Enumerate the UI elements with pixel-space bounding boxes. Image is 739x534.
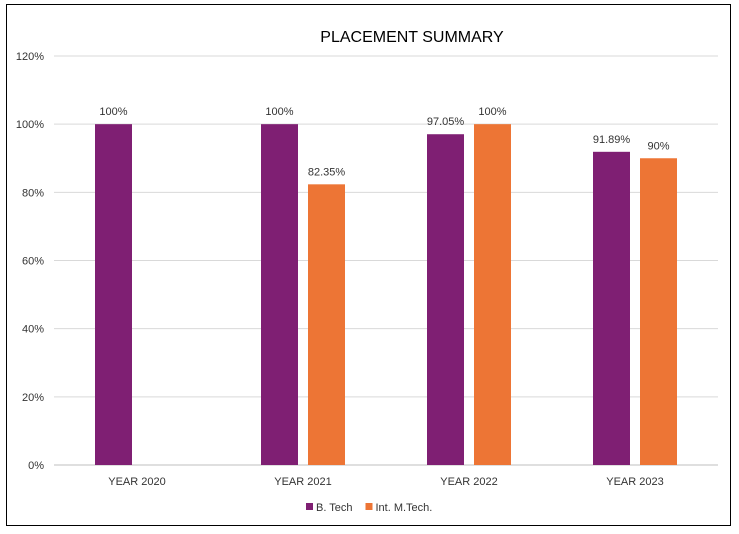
legend: B. Tech Int. M.Tech. (306, 502, 432, 514)
y-axis-ticks: 0% 20% 40% 60% 80% 100% 120% (16, 51, 44, 472)
y-tick-label: 20% (22, 392, 44, 404)
bars (95, 124, 677, 466)
x-tick-label: YEAR 2022 (440, 476, 497, 488)
legend-swatch (365, 503, 373, 510)
y-tick-label: 0% (28, 460, 44, 472)
x-tick-label: YEAR 2023 (606, 476, 663, 488)
bar (308, 184, 345, 466)
y-tick-label: 120% (16, 51, 44, 63)
data-label: 90% (647, 140, 669, 152)
data-label: 91.89% (593, 134, 631, 146)
x-axis-ticks: YEAR 2020 YEAR 2021 YEAR 2022 YEAR 2023 (108, 476, 663, 488)
legend-label: Int. M.Tech. (376, 502, 433, 514)
bar (474, 124, 511, 466)
x-tick-label: YEAR 2020 (108, 476, 165, 488)
data-label: 82.35% (308, 166, 346, 178)
legend-label: B. Tech (316, 502, 353, 514)
bar (593, 151, 630, 466)
bar (261, 124, 298, 466)
bar (427, 134, 464, 465)
y-tick-label: 60% (22, 256, 44, 268)
data-label: 100% (478, 106, 506, 118)
chart-title: PLACEMENT SUMMARY (320, 29, 504, 46)
data-label: 100% (99, 106, 127, 118)
y-tick-label: 100% (16, 119, 44, 131)
y-tick-label: 40% (22, 324, 44, 336)
data-labels: 100% 100% 82.35% 97.05% 100% 91.89% 90% (99, 106, 669, 178)
legend-swatch (306, 503, 313, 510)
bar (95, 124, 132, 466)
data-label: 97.05% (427, 116, 465, 128)
data-label: 100% (265, 106, 293, 118)
bar (640, 158, 677, 465)
y-tick-label: 80% (22, 187, 44, 199)
x-tick-label: YEAR 2021 (274, 476, 331, 488)
